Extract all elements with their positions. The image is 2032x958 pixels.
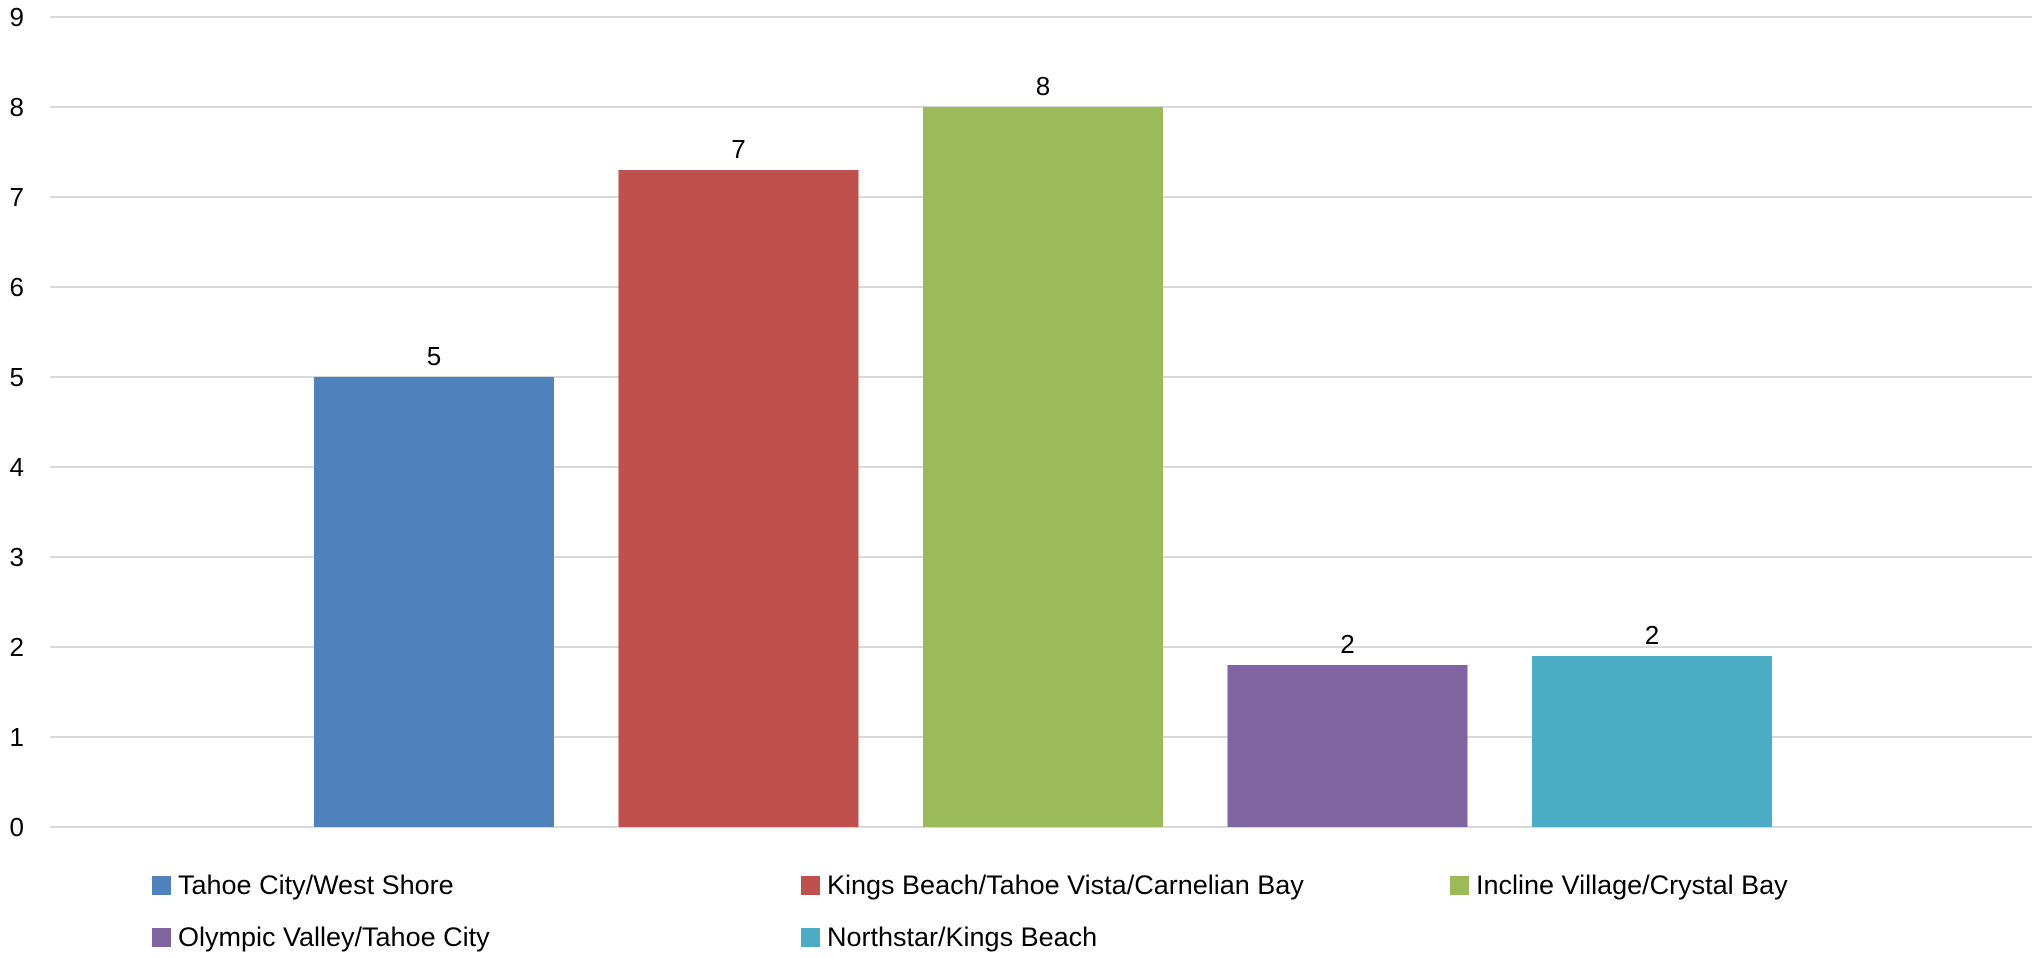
data-label: 2 [1340,629,1354,659]
bar [1532,656,1772,827]
y-tick-label: 4 [10,452,24,482]
legend-swatch [801,875,820,895]
legend-label: Olympic Valley/Tahoe City [178,922,490,952]
y-tick-label: 6 [10,272,24,302]
y-tick-label: 8 [10,92,24,122]
legend-item-northstar-kings-beach: Northstar/Kings Beach [801,920,1097,954]
bar [1227,665,1468,827]
data-label: 5 [427,341,441,371]
y-tick-label: 1 [10,722,24,752]
chart-legend: Tahoe City/West Shore Kings Beach/Tahoe … [0,860,2032,958]
legend-label: Tahoe City/West Shore [178,870,454,900]
bar [618,170,859,827]
chart-plot-area: 0 1 2 3 4 5 6 7 8 9 5 7 8 2 2 [10,2,2032,842]
legend-label: Northstar/Kings Beach [827,922,1098,952]
legend-swatch [152,875,171,895]
legend-item-olympic-valley-tahoe-city: Olympic Valley/Tahoe City [152,920,490,954]
legend-item-tahoe-city-west-shore: Tahoe City/West Shore [152,868,454,902]
y-tick-label: 2 [10,632,24,662]
legend-item-kings-beach-tahoe-vista-carnelian-bay: Kings Beach/Tahoe Vista/Carnelian Bay [801,868,1304,902]
legend-item-incline-village-crystal-bay: Incline Village/Crystal Bay [1450,868,1788,902]
y-tick-label: 3 [10,542,24,572]
y-tick-label: 5 [10,362,24,392]
y-tick-label: 9 [10,2,24,32]
legend-label: Incline Village/Crystal Bay [1476,870,1788,900]
bar [923,107,1163,827]
legend-label: Kings Beach/Tahoe Vista/Carnelian Bay [827,870,1304,900]
y-tick-label: 7 [10,182,24,212]
bar [314,377,554,827]
data-label: 2 [1645,620,1659,650]
y-tick-label: 0 [10,812,24,842]
legend-swatch [152,927,171,947]
legend-swatch [1450,875,1469,895]
legend-swatch [801,927,820,947]
data-label: 8 [1036,71,1050,101]
data-label: 7 [731,134,745,164]
